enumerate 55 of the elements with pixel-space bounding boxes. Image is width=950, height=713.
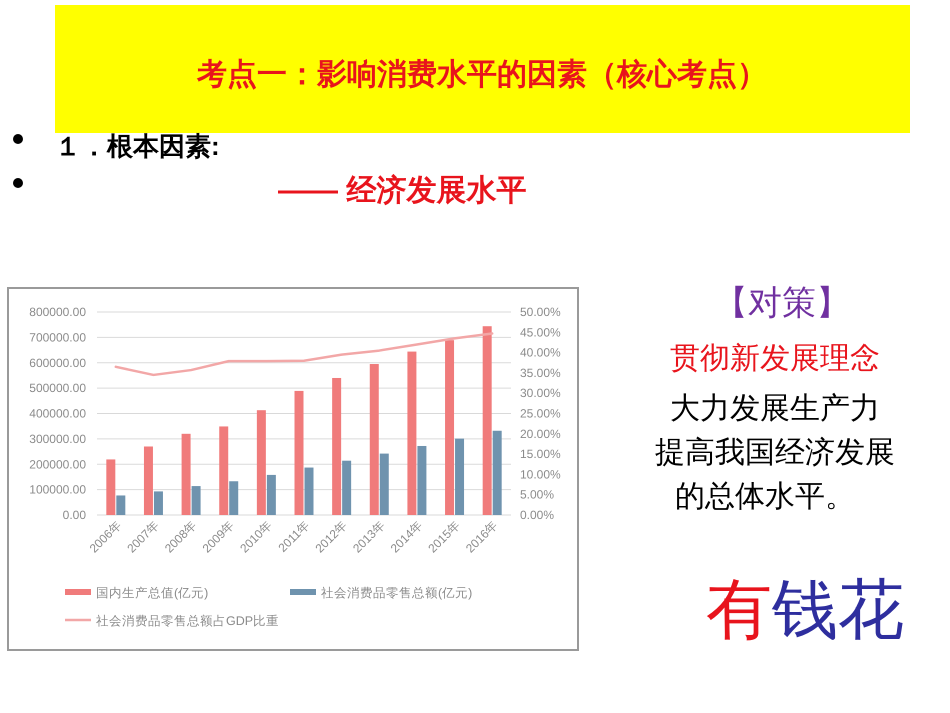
y2-tick-label: 30.00% <box>520 386 562 400</box>
y2-tick-label: 45.00% <box>520 325 562 340</box>
bar <box>332 378 342 515</box>
bar <box>219 426 228 515</box>
bar <box>370 364 379 515</box>
chart-title: 考点一：影响消费水平的因素（核心考点） <box>196 57 767 91</box>
bar <box>294 390 304 515</box>
y-tick-label: 100000.00 <box>29 482 86 497</box>
text: 有钱花 <box>706 572 904 646</box>
bar <box>417 446 426 515</box>
text: １．根本因素: <box>55 131 220 161</box>
bar <box>116 495 126 515</box>
bar <box>182 434 191 515</box>
y-tick-label: 700000.00 <box>29 330 86 344</box>
bar <box>256 410 266 515</box>
bar <box>144 446 153 515</box>
bar <box>482 326 492 515</box>
text: 的总体水平。 <box>675 480 855 513</box>
y-tick-label: 300000.00 <box>29 432 86 446</box>
y2-tick-label: 35.00% <box>520 366 562 380</box>
y2-tick-label: 20.00% <box>520 426 562 441</box>
legend-label: 国内生产总值(亿元) <box>96 586 208 600</box>
legend-label: 社会消费品零售总额占GDP比重 <box>96 614 280 628</box>
y2-tick-label: 50.00% <box>520 305 562 319</box>
text: 贯彻新发展理念 <box>670 342 880 375</box>
bar <box>407 352 416 515</box>
y2-tick-label: 15.00% <box>520 447 562 462</box>
bar <box>154 491 163 515</box>
bar <box>455 438 464 515</box>
y-tick-label: 500000.00 <box>29 381 86 396</box>
line-series <box>114 332 494 376</box>
bar <box>492 430 502 515</box>
bar <box>304 468 314 515</box>
legend-label: 社会消费品零售总额(亿元) <box>321 586 472 600</box>
bar <box>380 454 389 515</box>
text: 大力发展生产力 <box>670 392 880 425</box>
y-tick-label: 600000.00 <box>29 356 86 370</box>
y2-tick-label: 10.00% <box>520 467 562 482</box>
y-tick-label: 400000.00 <box>29 406 86 420</box>
y-tick-label: 0.00 <box>62 508 86 522</box>
y2-tick-label: 40.00% <box>520 346 562 360</box>
bar <box>445 340 454 515</box>
bar <box>342 460 352 515</box>
text: 提高我国经济发展 <box>655 436 895 469</box>
text: —— 经济发展水平 <box>278 173 526 207</box>
y-tick-label: 200000.00 <box>29 457 86 472</box>
bar <box>229 481 238 515</box>
bar <box>266 474 276 515</box>
y-tick-label: 800000.00 <box>29 305 86 319</box>
y2-tick-label: 5.00% <box>520 488 554 502</box>
bar <box>192 486 201 515</box>
y2-tick-label: 0.00% <box>520 508 554 522</box>
y2-tick-label: 25.00% <box>520 406 562 420</box>
text: 【对策】 <box>714 284 850 322</box>
bar <box>106 459 116 515</box>
